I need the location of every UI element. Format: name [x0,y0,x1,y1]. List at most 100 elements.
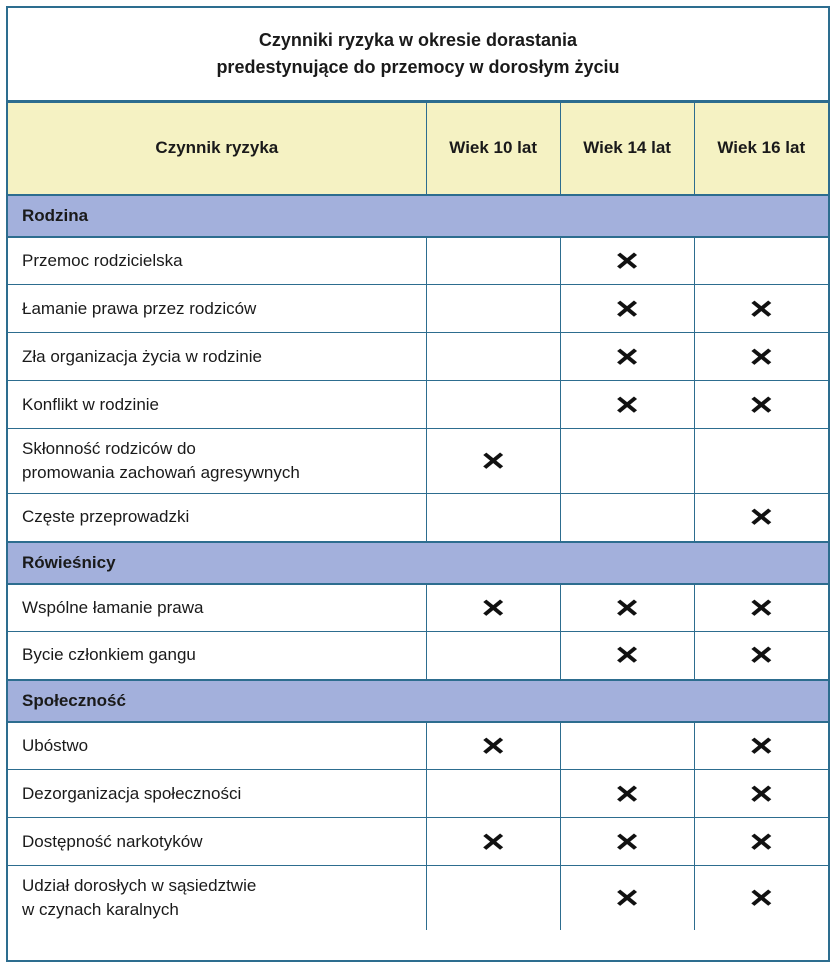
x-mark-icon: × [749,637,773,674]
table-title: Czynniki ryzyka w okresie dorastania pre… [8,8,828,102]
factor-cell: Przemoc rodzicielska [8,236,427,285]
section-header-row: Rodzina [8,193,828,238]
x-mark-cell: × [693,493,828,542]
x-mark-icon: × [481,442,505,480]
empty-cell [425,332,561,381]
x-mark-icon: × [749,290,773,327]
risk-factors-table: Czynnik ryzyka Wiek 10 lat Wiek 14 lat W… [8,102,828,930]
x-mark-icon: × [615,775,639,812]
col-header-age-16: Wiek 16 lat [693,102,828,196]
factor-cell: Wspólne łamanie prawa [8,583,427,632]
x-mark-cell: × [559,631,695,680]
empty-cell [425,380,561,429]
table-row: Wspólne łamanie prawa × × × [8,583,828,632]
empty-cell [425,236,561,285]
factor-cell: Udział dorosłych w sąsiedztwie w czynach… [8,865,427,930]
x-mark-cell: × [559,332,695,381]
factor-cell: Dezorganizacja społeczności [8,769,427,818]
x-mark-cell: × [693,583,828,632]
empty-cell [425,284,561,333]
x-mark-cell: × [425,583,561,632]
title-line-1: Czynniki ryzyka w okresie dorastania [258,30,578,50]
factor-cell: Ubóstwo [8,721,427,770]
factor-cell: Częste przeprowadzki [8,493,427,542]
factor-cell: Dostępność narkotyków [8,817,427,866]
section-label: Społeczność [8,678,828,723]
table-row: Konflikt w rodzinie × × [8,380,828,429]
empty-cell [425,769,561,818]
x-mark-icon: × [749,879,773,917]
x-mark-icon: × [481,727,505,764]
x-mark-icon: × [749,589,773,626]
factor-cell: Bycie członkiem gangu [8,631,427,680]
x-mark-icon: × [615,637,639,674]
section-label: Rodzina [8,193,828,238]
x-mark-icon: × [749,823,773,860]
header-row: Czynnik ryzyka Wiek 10 lat Wiek 14 lat W… [8,102,828,196]
section-header-row: Społeczność [8,678,828,723]
x-mark-icon: × [615,589,639,626]
x-mark-cell: × [693,817,828,866]
x-mark-icon: × [615,242,639,279]
empty-cell [693,428,828,494]
x-mark-cell: × [693,631,828,680]
col-header-age-14: Wiek 14 lat [559,102,695,196]
empty-cell [559,721,695,770]
x-mark-cell: × [559,236,695,285]
x-mark-cell: × [693,332,828,381]
section-label: Rówieśnicy [8,540,828,585]
x-mark-cell: × [425,428,561,494]
col-header-age-10: Wiek 10 lat [425,102,561,196]
empty-cell [425,493,561,542]
empty-cell [693,236,828,285]
x-mark-cell: × [425,721,561,770]
x-mark-icon: × [749,499,773,536]
x-mark-icon: × [615,386,639,423]
title-line-2: predestynujące do przemocy w dorosłym ży… [216,57,620,77]
x-mark-icon: × [749,775,773,812]
x-mark-icon: × [749,727,773,764]
table-row: Zła organizacja życia w rodzinie × × [8,332,828,381]
table-row: Przemoc rodzicielska × [8,236,828,285]
table-row: Ubóstwo × × [8,721,828,770]
x-mark-cell: × [559,583,695,632]
empty-cell [425,631,561,680]
x-mark-icon: × [749,386,773,423]
x-mark-cell: × [693,284,828,333]
x-mark-icon: × [481,823,505,860]
x-mark-cell: × [693,865,828,930]
x-mark-icon: × [749,338,773,375]
x-mark-cell: × [693,769,828,818]
x-mark-icon: × [615,290,639,327]
table-row: Łamanie prawa przez rodziców × × [8,284,828,333]
x-mark-icon: × [615,823,639,860]
table-row: Bycie członkiem gangu × × [8,631,828,680]
factor-cell: Zła organizacja życia w rodzinie [8,332,427,381]
x-mark-cell: × [559,817,695,866]
section-header-row: Rówieśnicy [8,540,828,585]
x-mark-cell: × [425,817,561,866]
empty-cell [559,493,695,542]
table-row: Dezorganizacja społeczności × × [8,769,828,818]
table-row: Dostępność narkotyków × × × [8,817,828,866]
x-mark-cell: × [559,769,695,818]
x-mark-icon: × [615,879,639,917]
x-mark-icon: × [481,589,505,626]
empty-cell [559,428,695,494]
x-mark-cell: × [559,284,695,333]
x-mark-cell: × [693,721,828,770]
empty-cell [425,865,561,930]
col-header-factor: Czynnik ryzyka [8,102,427,196]
table-row: Częste przeprowadzki × [8,493,828,542]
factor-cell: Łamanie prawa przez rodziców [8,284,427,333]
x-mark-icon: × [615,338,639,375]
table-frame: Czynniki ryzyka w okresie dorastania pre… [6,6,830,962]
table-row: Skłonność rodziców do promowania zachowa… [8,428,828,494]
x-mark-cell: × [559,865,695,930]
factor-cell: Skłonność rodziców do promowania zachowa… [8,428,427,494]
factor-cell: Konflikt w rodzinie [8,380,427,429]
x-mark-cell: × [693,380,828,429]
x-mark-cell: × [559,380,695,429]
table-row: Udział dorosłych w sąsiedztwie w czynach… [8,865,828,930]
